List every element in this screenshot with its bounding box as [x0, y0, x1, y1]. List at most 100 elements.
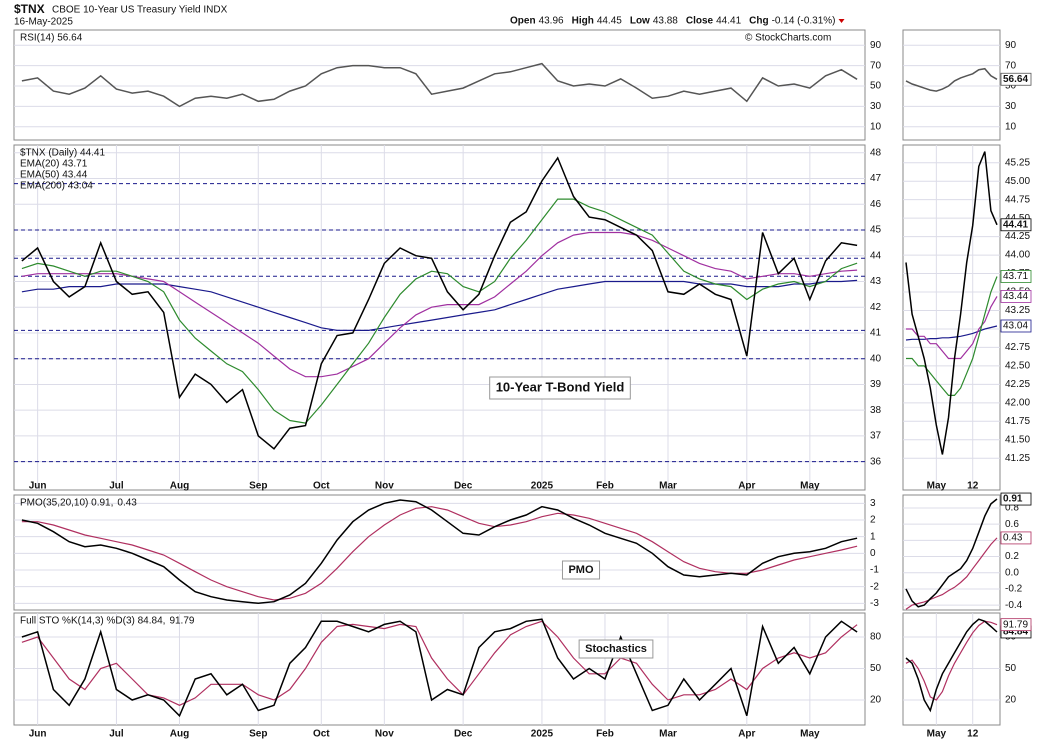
series-line — [21, 198, 858, 424]
value-badge — [1000, 492, 1032, 506]
value-badge-label: 0.43 — [1003, 533, 1023, 544]
quote-value: -0.14 (-0.31%) — [772, 16, 836, 27]
y-tick-label: 45 — [870, 225, 882, 236]
y-tick-label: 90 — [870, 40, 882, 51]
y-tick-label: -2 — [870, 581, 879, 592]
x-tick-label: Sep — [249, 481, 267, 492]
quote-label: Open — [510, 16, 536, 27]
value-badge-label: 56.64 — [1003, 74, 1028, 85]
y-tick-label: 42.75 — [1005, 342, 1030, 353]
x-tick-label: Nov — [375, 481, 394, 492]
quote-label: Low — [630, 16, 650, 27]
y-tick-label: 42.50 — [1005, 361, 1030, 372]
y-tick-label: 41.25 — [1005, 453, 1030, 464]
value-badge — [1000, 72, 1032, 86]
y-tick-label: 43.25 — [1005, 305, 1030, 316]
panel — [13, 29, 866, 141]
y-tick-label: 47 — [870, 173, 882, 184]
series-line — [21, 231, 858, 378]
credit: © StockCharts.com — [745, 33, 831, 44]
legend-entry: Full STO %K(14,3) %D(3) 84.84, — [20, 616, 165, 627]
y-tick-label: 45.25 — [1005, 157, 1030, 168]
y-tick-label: 2 — [870, 515, 876, 526]
y-tick-label: 46 — [870, 199, 882, 210]
series-line — [905, 537, 998, 610]
x-tick-label: 2025 — [531, 481, 554, 492]
y-tick-label: 1 — [870, 531, 876, 542]
y-tick-label: -3 — [870, 598, 879, 609]
y-tick-label: 42 — [870, 302, 882, 313]
y-tick-label: 41.50 — [1005, 434, 1030, 445]
annotation-box — [489, 376, 631, 400]
y-tick-label: 41 — [870, 328, 882, 339]
value-badge — [1000, 218, 1032, 232]
series-line — [21, 499, 858, 605]
x-tick-label: Jul — [109, 729, 124, 740]
annotation: 10-Year T-Bond Yield — [496, 379, 625, 394]
y-tick-label: 44.75 — [1005, 194, 1030, 205]
value-badge — [1000, 618, 1032, 632]
value-badge — [1000, 290, 1032, 303]
value-badge — [1000, 531, 1032, 545]
series-line — [905, 618, 998, 713]
y-tick-label: 44.50 — [1005, 213, 1030, 224]
quote-label: Close — [686, 16, 714, 27]
y-tick-label: 45.00 — [1005, 176, 1030, 187]
y-tick-label: 50 — [1005, 663, 1017, 674]
series-line — [905, 151, 998, 455]
x-tick-label: 2025 — [531, 729, 554, 740]
x-tick-label: Oct — [313, 481, 330, 492]
y-tick-label: 44.00 — [1005, 250, 1030, 261]
change-arrow — [838, 19, 845, 23]
y-tick-label: 0.8 — [1005, 503, 1019, 514]
series-line — [905, 67, 998, 92]
y-tick-label: 36 — [870, 456, 882, 467]
value-badge-label: 84.84 — [1003, 627, 1028, 638]
legend-entry: $TNX (Daily) 44.41 — [20, 148, 105, 159]
panel — [13, 144, 866, 491]
y-tick-label: 30 — [1005, 101, 1017, 112]
value-badge-label: 43.04 — [1003, 321, 1028, 332]
y-tick-label: 42.00 — [1005, 397, 1030, 408]
x-tick-label: Feb — [596, 481, 614, 492]
value-badge — [1000, 270, 1032, 283]
annotation-box — [561, 560, 601, 580]
x-tick-label: Sep — [249, 729, 267, 740]
y-tick-label: 48 — [870, 147, 882, 158]
x-tick-label: Oct — [313, 729, 330, 740]
y-tick-label: 39 — [870, 379, 882, 390]
y-tick-label: 50 — [870, 663, 882, 674]
y-tick-label: 30 — [870, 101, 882, 112]
legend-entry: PMO(35,20,10) 0.91, — [20, 498, 113, 509]
legend-entry: RSI(14) 56.64 — [20, 33, 83, 44]
series-line — [21, 620, 858, 706]
y-tick-label: -1 — [870, 565, 879, 576]
x-tick-label: Aug — [170, 729, 189, 740]
series-line — [21, 62, 858, 108]
y-tick-label: 0 — [870, 548, 876, 559]
y-tick-label: 50 — [1005, 81, 1017, 92]
legend-entry: 91.79 — [169, 616, 194, 627]
y-tick-label: 0.0 — [1005, 567, 1019, 578]
panel — [902, 494, 1001, 611]
quote-value: 44.45 — [597, 16, 622, 27]
series-line — [21, 618, 858, 718]
annotation-box — [578, 639, 654, 659]
x-tick-label: Dec — [454, 481, 473, 492]
x-tick-label: Jun — [29, 481, 47, 492]
y-tick-label: 44 — [870, 250, 882, 261]
quote-value: 43.88 — [653, 16, 678, 27]
y-tick-label: 3 — [870, 498, 876, 509]
y-tick-label: -0.2 — [1005, 584, 1023, 595]
y-tick-label: 0.2 — [1005, 551, 1019, 562]
quote-value: 43.96 — [539, 16, 564, 27]
x-tick-label: Jul — [109, 481, 124, 492]
series-line — [21, 506, 858, 601]
date: 16-May-2025 — [14, 17, 73, 28]
series-line — [21, 156, 858, 450]
x-tick-label: May — [800, 729, 820, 740]
value-badge-label: 0.91 — [1003, 494, 1023, 505]
y-tick-label: 38 — [870, 405, 882, 416]
